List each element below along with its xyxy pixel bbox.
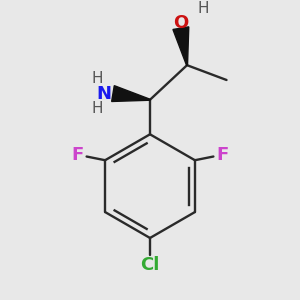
Polygon shape <box>112 86 150 101</box>
Text: F: F <box>216 146 228 164</box>
Polygon shape <box>173 27 189 65</box>
Text: Cl: Cl <box>140 256 160 274</box>
Text: N: N <box>97 85 112 103</box>
Text: H: H <box>197 1 209 16</box>
Text: H: H <box>91 71 103 86</box>
Text: H: H <box>91 101 103 116</box>
Text: O: O <box>173 14 188 32</box>
Text: F: F <box>72 146 84 164</box>
